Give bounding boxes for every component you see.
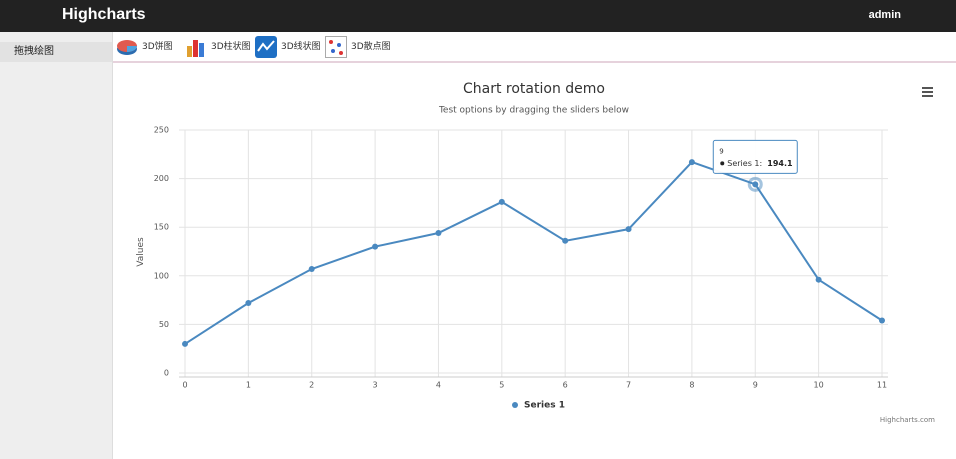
data-point — [625, 226, 632, 233]
data-point — [245, 300, 252, 307]
tooltip-box — [712, 139, 798, 174]
x-tick-label: 10 — [814, 381, 824, 390]
tooltip-label: Series 1: — [727, 159, 762, 168]
y-tick-label: 100 — [154, 271, 169, 280]
chart-subtitle: Test options by dragging the sliders bel… — [438, 106, 629, 116]
tooltip-header: 9 — [719, 147, 723, 155]
legend-symbol — [512, 402, 518, 408]
y-tick-label: 150 — [154, 223, 169, 232]
toolbar: 3D饼图 3D柱状图 3D线状图 3D散点图 — [113, 32, 956, 63]
user-name[interactable]: admin — [868, 9, 901, 21]
x-tick-label: 0 — [182, 381, 187, 390]
data-point — [182, 340, 188, 347]
x-tick-label: 11 — [877, 381, 887, 390]
hover-halo — [747, 176, 763, 192]
data-point — [498, 198, 505, 205]
sidebar-item[interactable]: 拖拽绘图 — [0, 42, 112, 62]
y-tick-label: 50 — [159, 320, 169, 329]
data-point — [562, 237, 569, 244]
x-tick-label: 1 — [246, 381, 251, 390]
x-tick-label: 8 — [689, 381, 694, 390]
brand[interactable]: Highcharts — [62, 6, 146, 23]
icon — [255, 36, 277, 58]
tool-label: 3D饼图 — [142, 42, 173, 52]
tooltip-symbol — [720, 161, 725, 166]
tool-line[interactable]: 3D线状图 — [255, 35, 321, 59]
legend-label: Series 1 — [524, 401, 565, 411]
data-point — [372, 243, 379, 250]
y-tick-label: 250 — [154, 126, 169, 135]
y-tick-label: 0 — [164, 369, 169, 378]
x-tick-label: 7 — [626, 381, 631, 390]
tool-label: 3D柱状图 — [211, 42, 251, 52]
data-point — [688, 159, 695, 166]
icon — [325, 36, 347, 58]
top-bar: Highcharts admin — [0, 0, 956, 32]
series-line — [184, 160, 883, 345]
x-tick-label: 2 — [309, 381, 314, 390]
tooltip-value: 194.1 — [767, 159, 793, 168]
chart: Chart rotation demo Test options by drag… — [136, 81, 935, 424]
icon — [117, 40, 137, 55]
menu-button[interactable] — [922, 87, 933, 97]
y-axis-title: Values — [136, 237, 146, 267]
x-tick-label: 4 — [436, 381, 441, 390]
sidebar: 拖拽绘图 — [0, 32, 113, 459]
y-tick-label: 200 — [154, 174, 169, 183]
tool-scatter[interactable]: 3D散点图 — [325, 35, 391, 59]
data-point — [879, 317, 885, 324]
x-tick-label: 3 — [373, 381, 378, 390]
tooltip: 9 Series 1: 194.1 — [712, 139, 798, 174]
tool-pie[interactable]: 3D饼图 — [116, 35, 173, 59]
data-point — [752, 181, 759, 188]
tool-column[interactable]: 3D柱状图 — [185, 35, 251, 59]
tool-label: 3D散点图 — [351, 42, 391, 52]
icon — [187, 40, 204, 57]
data-point — [308, 265, 315, 272]
x-tick-label: 6 — [563, 381, 568, 390]
data-point — [435, 230, 442, 237]
chart-title: Chart rotation demo — [463, 81, 605, 97]
x-tick-label: 9 — [753, 381, 758, 390]
credits[interactable]: Highcharts.com — [880, 416, 935, 424]
x-tick-label: 5 — [499, 381, 504, 390]
data-point — [815, 276, 822, 283]
tool-label: 3D线状图 — [281, 42, 321, 52]
